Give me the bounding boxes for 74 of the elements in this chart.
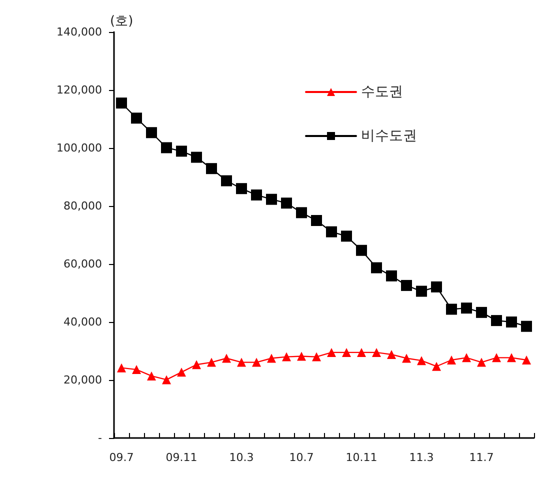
point	[342, 348, 351, 357]
x-tick-label: 09.11	[166, 451, 198, 464]
point	[252, 358, 261, 367]
point	[431, 281, 442, 292]
legend-label: 수도권	[361, 84, 403, 100]
point	[221, 175, 232, 186]
point	[521, 320, 532, 332]
point	[506, 316, 517, 328]
point	[356, 244, 367, 256]
point	[251, 189, 262, 200]
y-tick-label: 40,000	[64, 316, 102, 328]
point	[326, 226, 337, 238]
x-tick-label: 10.3	[229, 451, 254, 464]
point	[491, 315, 502, 326]
point	[206, 163, 217, 174]
point	[447, 355, 456, 364]
point	[281, 198, 292, 209]
point	[507, 353, 516, 362]
point	[461, 302, 472, 314]
y-tick-label: 20,000	[64, 374, 102, 386]
point	[191, 152, 202, 163]
point	[477, 358, 486, 367]
legend-label: 비수도권	[361, 128, 417, 144]
point	[357, 348, 366, 357]
point	[387, 350, 396, 359]
y-tick-label: 140,000	[56, 26, 102, 38]
point	[192, 360, 201, 370]
y-tick-label: -	[98, 432, 102, 444]
point	[296, 207, 307, 218]
x-tick-label: 10.11	[346, 451, 378, 464]
point	[372, 348, 381, 357]
point	[401, 280, 412, 291]
point	[222, 354, 231, 363]
y-tick-label: 80,000	[64, 200, 102, 212]
point	[327, 348, 336, 357]
point	[522, 355, 531, 364]
point	[266, 194, 277, 205]
y-tick-label: 120,000	[56, 84, 102, 96]
point	[236, 183, 247, 194]
point	[297, 352, 306, 361]
point	[476, 306, 487, 318]
point	[446, 304, 457, 315]
point	[402, 354, 411, 363]
point	[386, 270, 397, 282]
point	[237, 358, 246, 367]
point	[416, 286, 427, 297]
point	[131, 112, 142, 124]
point	[207, 358, 216, 367]
point	[417, 356, 426, 366]
point	[132, 365, 141, 374]
point	[492, 353, 501, 362]
y-axis-title: (호)	[110, 14, 134, 29]
point	[176, 146, 187, 157]
point	[311, 215, 322, 226]
point	[117, 363, 126, 372]
point	[432, 362, 441, 371]
x-tick-label: 11.3	[409, 451, 434, 464]
point	[371, 262, 382, 274]
y-tick-label: 100,000	[56, 142, 102, 154]
point	[147, 371, 156, 380]
point	[462, 353, 471, 362]
x-tick-label: 11.7	[469, 451, 494, 464]
point	[161, 142, 172, 154]
point	[312, 352, 321, 362]
point	[282, 352, 291, 362]
point	[162, 375, 171, 384]
x-tick-label: 10.7	[289, 451, 314, 464]
point	[146, 127, 157, 138]
point	[116, 98, 127, 109]
point	[267, 354, 276, 363]
point	[177, 368, 186, 377]
y-tick-label: 60,000	[64, 258, 102, 270]
x-tick-label: 09.7	[109, 451, 134, 464]
point	[341, 230, 352, 242]
